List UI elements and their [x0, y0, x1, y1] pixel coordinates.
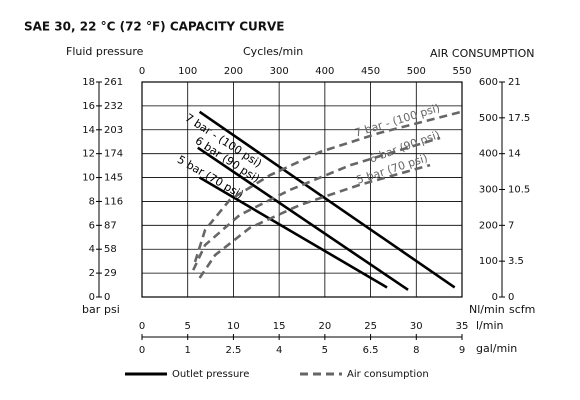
- x-unit: l/min: [476, 319, 504, 332]
- psi-tick-label: 203: [104, 125, 123, 136]
- legend-label: Outlet pressure: [172, 369, 249, 380]
- top-tick-label: 500: [407, 66, 426, 77]
- top-tick-label: 550: [452, 66, 471, 77]
- y2-tick-label: 0: [492, 292, 498, 303]
- x-tick-label: 35: [456, 321, 469, 332]
- scfm-tick-label: 0: [508, 292, 514, 303]
- y-axis-title: Fluid pressure: [66, 45, 144, 58]
- x-tick-label: 5: [185, 321, 191, 332]
- scfm-tick-label: 10.5: [508, 185, 530, 196]
- y2-tick-label: 200: [479, 220, 498, 231]
- x-tick-label: 10: [227, 321, 240, 332]
- y2-tick-label: 300: [479, 185, 498, 196]
- y-tick-label: 10: [82, 173, 95, 184]
- top-tick-label: 400: [315, 66, 334, 77]
- top-axis-title: Cycles/min: [243, 45, 303, 58]
- gal-tick-label: 1: [185, 345, 191, 356]
- gal-tick-label: 5: [322, 345, 328, 356]
- series-line: [192, 136, 441, 271]
- y2-tick-label: 100: [479, 256, 498, 267]
- top-tick-label: 100: [178, 66, 197, 77]
- series-line: [198, 176, 388, 289]
- psi-tick-label: 0: [104, 292, 110, 303]
- psi-tick-label: 145: [104, 173, 123, 184]
- scfm-tick-label: 14: [508, 149, 521, 160]
- gal-tick-label: 8: [413, 345, 419, 356]
- series-line: [198, 163, 431, 279]
- y-unit: bar: [82, 303, 101, 316]
- legend-label: Air consumption: [347, 369, 429, 380]
- y2-tick-label: 600: [479, 77, 498, 88]
- chart-title: SAE 30, 22 °C (72 °F) CAPACITY CURVE: [24, 20, 285, 34]
- y-unit: psi: [104, 303, 120, 316]
- top-tick-label: 0: [139, 66, 145, 77]
- scfm-tick-label: 17.5: [508, 113, 530, 124]
- y-tick-label: 6: [89, 220, 95, 231]
- y-tick-label: 12: [82, 149, 95, 160]
- x-tick-label: 15: [273, 321, 286, 332]
- series-line: [193, 110, 461, 263]
- y-tick-label: 16: [82, 101, 95, 112]
- psi-tick-label: 174: [104, 149, 123, 160]
- gal-tick-label: 0: [139, 345, 145, 356]
- psi-tick-label: 87: [104, 220, 117, 231]
- psi-tick-label: 116: [104, 196, 123, 207]
- scfm-tick-label: 7: [508, 220, 514, 231]
- series-line: [197, 146, 409, 291]
- top-tick-label: 450: [361, 66, 380, 77]
- y2-unit: scfm: [509, 303, 535, 316]
- gal-tick-label: 9: [459, 345, 465, 356]
- gal-tick-label: 2.5: [225, 345, 241, 356]
- psi-tick-label: 29: [104, 268, 117, 279]
- series-line: [198, 110, 456, 289]
- scfm-tick-label: 21: [508, 77, 521, 88]
- y2-unit: Nl/min: [469, 303, 505, 316]
- gal-tick-label: 4: [276, 345, 282, 356]
- gal-tick-label: 6.5: [363, 345, 379, 356]
- x-tick-label: 25: [364, 321, 377, 332]
- scfm-tick-label: 3.5: [508, 256, 524, 267]
- top-tick-label: 300: [270, 66, 289, 77]
- y-tick-label: 8: [89, 196, 95, 207]
- x-tick-label: 30: [410, 321, 423, 332]
- top-tick-label: 200: [224, 66, 243, 77]
- gal-unit: gal/min: [476, 342, 517, 355]
- psi-tick-label: 261: [104, 77, 123, 88]
- y-tick-label: 18: [82, 77, 95, 88]
- y-tick-label: 2: [89, 268, 95, 279]
- y-tick-label: 0: [89, 292, 95, 303]
- psi-tick-label: 58: [104, 244, 117, 255]
- y2-axis-title: AIR CONSUMPTION: [430, 47, 534, 60]
- psi-tick-label: 232: [104, 101, 123, 112]
- y2-tick-label: 500: [479, 113, 498, 124]
- y-tick-label: 4: [89, 244, 95, 255]
- x-tick-label: 0: [139, 321, 145, 332]
- y-tick-label: 14: [82, 125, 95, 136]
- y2-tick-label: 400: [479, 149, 498, 160]
- x-tick-label: 20: [318, 321, 331, 332]
